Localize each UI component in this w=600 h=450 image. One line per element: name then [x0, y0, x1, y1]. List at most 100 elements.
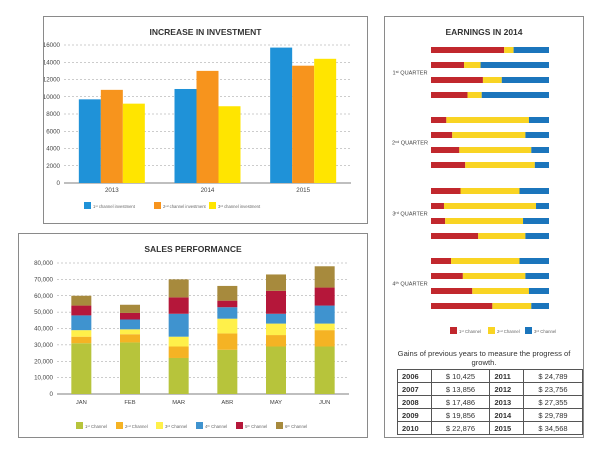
bar-segment: [513, 47, 549, 53]
bar: [270, 47, 293, 184]
investment-title: INCREASE IN INVESTMENT: [149, 27, 262, 37]
table-row: 2008 $ 17,486 2013 $ 27,355: [397, 395, 583, 409]
y-tick-label: 4000: [46, 146, 60, 153]
y-tick-label: 0: [50, 391, 54, 398]
amount-cell: $ 19,856: [430, 408, 491, 422]
bar-segment: [446, 117, 529, 123]
investment-panel: INCREASE IN INVESTMENT 0 2000 4000 6000 8000…: [43, 16, 368, 224]
amount-cell: $ 27,355: [523, 395, 583, 409]
legend-swatch: [156, 422, 163, 429]
year-cell: 2015: [489, 421, 525, 435]
bar-segment: [217, 333, 238, 350]
sales-panel: SALES PERFORMANCE 0 10,000 20,000 30,000 40,…: [18, 233, 368, 438]
y-tick-label: 80,000: [34, 260, 53, 267]
bar-segment: [536, 203, 549, 209]
legend-label: 2ⁿᵈ channel investment: [163, 204, 207, 209]
bar-segment: [531, 303, 549, 309]
bar: [196, 70, 219, 183]
bar: [78, 99, 101, 183]
bar-segment: [445, 218, 524, 224]
bar-segment: [525, 233, 549, 239]
bar-segment: [168, 346, 189, 358]
bar-segment: [431, 47, 505, 53]
bar-segment: [501, 77, 549, 83]
x-tick-label: MAR: [172, 400, 185, 406]
bar-segment: [431, 288, 473, 294]
y-tick-label: 12000: [44, 77, 61, 84]
year-cell: 2009: [397, 408, 432, 422]
amount-cell: $ 34,568: [523, 421, 583, 435]
bar-segment: [431, 147, 460, 153]
legend-swatch: [276, 422, 283, 429]
bar-segment: [443, 203, 537, 209]
bar-segment: [431, 117, 447, 123]
quarter-label: 3ʳᵈ QUARTER: [392, 211, 427, 218]
bar-segment: [266, 274, 286, 291]
amount-cell: $ 29,789: [523, 408, 583, 422]
quarter-label: 4ᵗʰ QUARTER: [392, 281, 427, 288]
bar-segment: [431, 273, 463, 279]
bar-segment: [431, 218, 446, 224]
bar-segment: [266, 346, 286, 394]
bar-segment: [266, 290, 286, 314]
bar-segment: [525, 273, 549, 279]
bar-segment: [314, 346, 335, 394]
bar-segment: [431, 203, 444, 209]
bar-segment: [266, 313, 286, 324]
bar-segment: [492, 303, 532, 309]
y-tick-label: 2000: [46, 163, 60, 170]
bar-segment: [431, 258, 452, 264]
legend-label: 1ˢᵗ Channel: [459, 329, 481, 334]
legend-label: 3ʳᵈ Channel: [165, 424, 187, 429]
bar-segment: [431, 92, 468, 98]
y-tick-label: 0: [57, 180, 61, 187]
legend-swatch: [236, 422, 243, 429]
bar-segment: [314, 287, 335, 306]
investment-chart: 0 2000 4000 6000 8000 10000 12000 14000 16000 201…: [44, 42, 351, 209]
x-tick-label: 2014: [201, 187, 215, 194]
table-row: 2009 $ 19,856 2014 $ 29,789: [397, 408, 583, 422]
bar-segment: [314, 330, 335, 347]
bar-segment: [519, 188, 549, 194]
quarter-label: 2ⁿᵈ QUARTER: [392, 140, 428, 147]
bar-segment: [431, 132, 453, 138]
bar-segment: [314, 266, 335, 288]
bar-segment: [431, 162, 466, 168]
sales-title: SALES PERFORMANCE: [144, 244, 242, 254]
bar-segment: [452, 132, 526, 138]
bar-segment: [120, 334, 140, 343]
legend-label: 1ˢᵗ channel investment: [93, 204, 136, 209]
x-tick-label: JUN: [319, 400, 330, 406]
legend-label: 2ⁿᵈ Channel: [125, 424, 148, 429]
bar-segment: [168, 336, 189, 347]
legend-swatch: [154, 202, 161, 209]
earnings-chart: 1ˢᵗ QUARTER 2ⁿᵈ QUARTER 3ʳᵈ QUARTER 4ᵗʰ QUA…: [392, 47, 556, 334]
bar-segment: [531, 147, 549, 153]
bar: [292, 65, 315, 183]
amount-cell: $ 13,856: [430, 382, 491, 396]
growth-table: 2006 $ 10,425 2011 $ 24,789 2007 $ 13,856 2012…: [397, 369, 583, 435]
year-cell: 2011: [489, 369, 525, 383]
bar-segment: [217, 318, 238, 334]
bar-segment: [314, 305, 335, 324]
bar: [100, 89, 123, 183]
bar-segment: [168, 279, 189, 298]
bar-segment: [451, 258, 520, 264]
year-cell: 2013: [489, 395, 525, 409]
legend-label: 3ʳᵈ Channel: [534, 329, 556, 334]
bar-segment: [120, 342, 140, 394]
legend-label: 4ᵗʰ Channel: [205, 424, 227, 429]
table-row: 2007 $ 13,856 2012 $ 23,756: [397, 382, 583, 396]
x-tick-label: MAY: [270, 400, 282, 406]
bar: [218, 106, 241, 183]
bar-segment: [467, 92, 482, 98]
bar-segment: [120, 329, 140, 335]
x-tick-label: 2013: [105, 187, 119, 194]
earnings-panel: EARNINGS IN 2014 1ˢᵗ QUARTER 2ⁿᵈ QUARTER 3…: [384, 16, 584, 438]
amount-cell: $ 24,789: [523, 369, 583, 383]
legend-swatch: [209, 202, 216, 209]
legend-label: 3ʳᵈ channel investment: [218, 204, 261, 209]
x-tick-label: 2015: [296, 187, 310, 194]
bar-segment: [168, 297, 189, 314]
bar-segment: [431, 233, 479, 239]
